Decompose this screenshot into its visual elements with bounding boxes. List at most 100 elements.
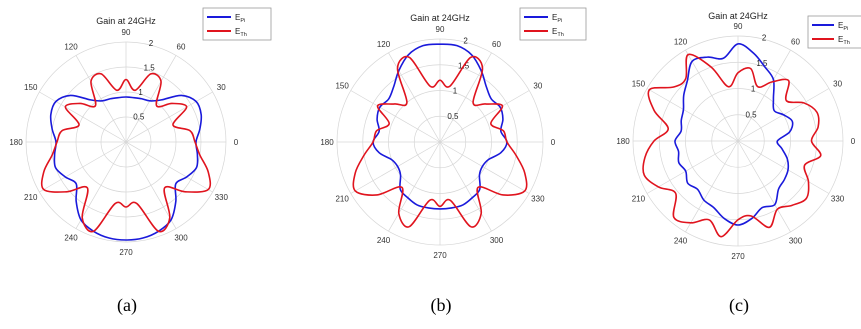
radial-tick-a-2: 1.5 bbox=[144, 64, 156, 73]
angle-tick-b-1: 30 bbox=[533, 82, 542, 91]
angle-tick-a-6: 180 bbox=[9, 138, 23, 147]
grid-spoke-a-7 bbox=[39, 141, 127, 193]
polar-plot-c: Gain at 24GHz 0 30 60 90 120 150 180 210 240 270 3… bbox=[616, 11, 861, 261]
angle-tick-c-9: 270 bbox=[731, 252, 745, 261]
angle-tick-b-11: 330 bbox=[531, 195, 545, 204]
polar-plot-a: Gain at 24GHz 0 30 60 90 120 150 180 210 240 270 3… bbox=[9, 7, 272, 257]
grid-spoke-c-2 bbox=[737, 49, 791, 142]
grid-spoke-b-11 bbox=[439, 141, 530, 194]
series-line-th-c bbox=[642, 53, 822, 238]
polar-plot-b: Gain at 24GHz 0 30 60 90 120 150 180 210 240 270 3… bbox=[320, 7, 587, 260]
radial-tick-labels-c: 0.511.52 bbox=[745, 33, 768, 119]
angle-tick-c-4: 120 bbox=[674, 37, 688, 46]
radial-tick-labels-b: 0.511.52 bbox=[447, 36, 469, 121]
legend-a: EPi ETh bbox=[202, 7, 272, 41]
radial-tick-a-0: 0.5 bbox=[133, 113, 145, 122]
caption-a: (a) bbox=[117, 295, 137, 315]
grid-spoke-c-10 bbox=[737, 140, 791, 233]
grid-spoke-c-7 bbox=[646, 140, 739, 194]
grid-spoke-c-4 bbox=[685, 49, 739, 142]
plot-title-c: Gain at 24GHz bbox=[708, 11, 768, 21]
radial-tick-c-1: 1 bbox=[751, 85, 756, 94]
grid-spoke-b-7 bbox=[350, 141, 441, 194]
angle-tick-b-10: 300 bbox=[490, 236, 504, 245]
grid-spoke-a-5 bbox=[39, 91, 127, 143]
series-layer-a bbox=[40, 72, 212, 241]
angle-tick-c-2: 60 bbox=[791, 37, 800, 46]
angle-tick-b-5: 150 bbox=[335, 82, 349, 91]
angle-tick-b-7: 210 bbox=[335, 195, 349, 204]
radial-tick-b-0: 0.5 bbox=[447, 112, 459, 121]
series-layer-b bbox=[352, 43, 528, 228]
plot-title-a: Gain at 24GHz bbox=[96, 16, 156, 26]
series-line-pi-c bbox=[674, 43, 794, 226]
angle-tick-a-11: 330 bbox=[215, 193, 229, 202]
grid-spoke-a-2 bbox=[125, 55, 177, 143]
angle-tick-b-2: 60 bbox=[492, 40, 501, 49]
grid-spoke-a-1 bbox=[125, 91, 213, 143]
grid-spoke-b-5 bbox=[350, 90, 441, 143]
radial-tick-c-3: 2 bbox=[762, 33, 767, 42]
grid-spoke-c-5 bbox=[646, 88, 739, 142]
angle-tick-a-2: 60 bbox=[177, 43, 186, 52]
grid-spoke-c-8 bbox=[685, 140, 739, 233]
angle-tick-b-4: 120 bbox=[377, 40, 391, 49]
radial-tick-b-1: 1 bbox=[453, 87, 458, 96]
angle-tick-c-6: 180 bbox=[616, 137, 630, 146]
series-layer-c bbox=[642, 43, 822, 238]
angle-tick-b-9: 270 bbox=[433, 251, 447, 260]
angle-tick-b-8: 240 bbox=[377, 236, 391, 245]
legend-label-pi-c: EPi bbox=[838, 21, 848, 32]
radial-tick-c-0: 0.5 bbox=[745, 110, 757, 119]
legend-label-th-a: ETh bbox=[235, 27, 247, 38]
radial-tick-labels-a: 0.5 1 1.5 2 bbox=[133, 39, 155, 121]
angle-tick-labels-c: 0 30 60 90 120 150 180 210 240 270 300 330 bbox=[616, 22, 855, 261]
caption-c: (c) bbox=[729, 295, 749, 315]
polar-grid-a bbox=[25, 41, 227, 243]
caption-b: (b) bbox=[430, 295, 452, 315]
grid-spoke-a-8 bbox=[75, 141, 127, 229]
angle-tick-a-7: 210 bbox=[24, 193, 38, 202]
angle-tick-c-11: 330 bbox=[831, 195, 845, 204]
angle-tick-c-1: 30 bbox=[833, 80, 842, 89]
angle-tick-labels-a: 0 30 60 90 120 150 180 210 240 270 300 330 bbox=[9, 28, 238, 257]
grid-spoke-a-4 bbox=[75, 55, 127, 143]
angle-tick-b-0: 0 bbox=[551, 138, 556, 147]
legend-b: EPi ETh bbox=[519, 7, 587, 41]
angle-tick-a-9: 270 bbox=[119, 248, 133, 257]
angle-tick-c-5: 150 bbox=[632, 80, 646, 89]
series-line-th-b bbox=[352, 55, 528, 228]
grid-spoke-a-10 bbox=[125, 141, 177, 229]
grid-spoke-a-11 bbox=[125, 141, 213, 193]
radial-tick-a-3: 2 bbox=[149, 39, 154, 48]
polar-grid-b bbox=[336, 38, 544, 246]
legend-label-pi-a: EPi bbox=[235, 13, 245, 24]
angle-tick-b-6: 180 bbox=[320, 138, 334, 147]
legend-label-th-c: ETh bbox=[838, 35, 850, 46]
series-line-pi-a bbox=[49, 94, 203, 241]
grid-spoke-c-11 bbox=[737, 140, 830, 194]
legend-label-pi-b: EPi bbox=[552, 13, 562, 24]
angle-tick-c-10: 300 bbox=[789, 237, 803, 246]
angle-tick-a-1: 30 bbox=[217, 83, 226, 92]
angle-tick-a-4: 120 bbox=[64, 43, 78, 52]
angle-tick-b-3: 90 bbox=[436, 25, 445, 34]
angle-tick-a-10: 300 bbox=[174, 233, 188, 242]
angle-tick-c-8: 240 bbox=[674, 237, 688, 246]
grid-spoke-b-1 bbox=[439, 90, 530, 143]
grid-spoke-b-4 bbox=[388, 52, 441, 143]
grid-spoke-b-8 bbox=[388, 141, 441, 232]
angle-tick-labels-b: 0 30 60 90 120 150 180 210 240 270 300 330 bbox=[320, 25, 555, 260]
grid-spoke-b-10 bbox=[439, 141, 492, 232]
angle-tick-c-7: 210 bbox=[632, 195, 646, 204]
plot-title-b: Gain at 24GHz bbox=[410, 13, 470, 23]
angle-tick-c-3: 90 bbox=[734, 22, 743, 31]
angle-tick-c-0: 0 bbox=[851, 137, 856, 146]
angle-tick-a-8: 240 bbox=[64, 233, 78, 242]
radial-tick-b-3: 2 bbox=[463, 36, 468, 45]
angle-tick-a-0: 0 bbox=[234, 138, 239, 147]
series-line-th-a bbox=[40, 72, 212, 233]
radial-tick-a-1: 1 bbox=[138, 88, 143, 97]
angle-tick-a-3: 90 bbox=[122, 28, 131, 37]
